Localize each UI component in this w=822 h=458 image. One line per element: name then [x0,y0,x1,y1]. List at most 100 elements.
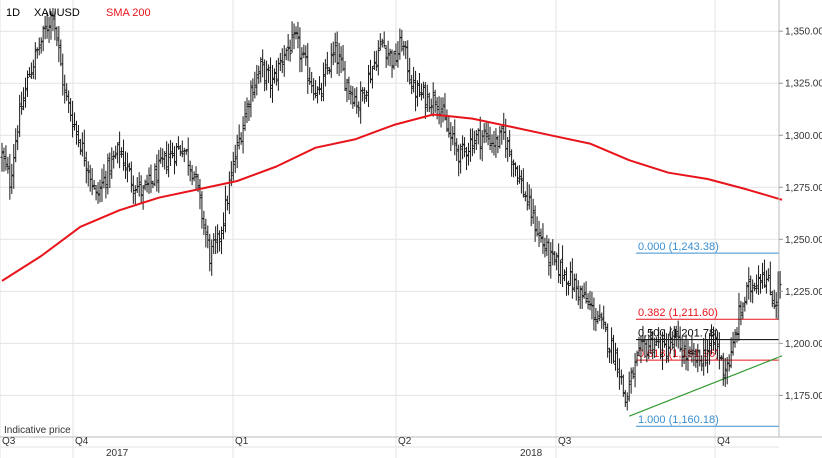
price-bar [4,145,8,171]
year-label-1: 2018 [520,448,543,458]
price-bar [37,37,41,56]
price-bar [298,27,302,73]
price-bar [666,333,670,363]
sma-200-layer [1,113,783,282]
price-bar [645,339,649,363]
price-bar [412,66,416,93]
price-bar [561,245,565,288]
price-bar [759,273,763,294]
price-bar [612,334,616,364]
price-bar [198,178,202,210]
timeframe-label: 1D [6,7,20,19]
price-bar [245,97,249,124]
price-bar [155,154,159,192]
price-bar [602,305,606,330]
price-bar [755,274,759,294]
price-bar [708,332,712,365]
price-tick-label-4: 1,275.000 [785,183,822,194]
price-bar [512,159,516,178]
price-bar [98,179,102,203]
price-bar [363,87,367,104]
price-bar [519,170,523,194]
price-bar [251,78,255,102]
price-bar [610,327,614,364]
price-bar [145,174,149,193]
price-bar [104,170,108,199]
fib-level-label-0.382: 0.382 (1,211.60) [638,307,718,319]
price-bar [690,335,694,363]
price-bar [282,45,286,77]
price-bar [368,59,372,84]
price-bar [498,126,502,149]
price-bar [370,65,374,89]
price-bar [525,181,529,211]
price-bar [380,38,384,48]
price-bar [157,149,161,193]
price-bar [523,191,527,202]
price-bar [169,139,173,167]
price-bar [549,242,553,279]
price-bar [437,96,441,125]
price-bar [141,185,145,210]
price-bar [678,326,682,352]
price-bar [404,41,408,60]
price-bar [84,151,88,184]
price-bar [745,282,749,305]
price-bar [737,292,741,341]
price-bar [300,47,304,73]
price-bar [514,162,518,177]
price-bar [739,300,743,326]
price-bar [563,269,567,282]
price-bar [566,280,570,296]
price-bar [249,80,253,118]
price-bar [478,116,482,160]
price-bar [662,329,666,348]
price-bar [421,81,425,99]
price-tick-label-3: 1,250.000 [785,235,822,246]
trendline-layer [628,355,783,417]
price-bar [319,82,323,102]
price-bar [71,100,75,138]
price-bar [306,43,310,94]
price-bar [6,156,10,174]
price-bar [396,41,400,68]
price-bar [270,64,274,103]
price-bar [392,50,396,70]
price-bar [178,145,182,157]
price-bar [657,327,661,349]
quarter-label-0: Q3 [2,436,16,447]
price-bar [692,343,696,367]
price-bar [592,297,596,331]
price-bar [327,66,331,75]
price-bar [25,70,29,97]
price-bar [400,29,404,52]
price-bar [441,97,445,123]
price-bar [267,64,271,84]
price-bar [333,32,337,63]
price-bar [713,329,717,355]
price-bar [339,46,343,73]
price-bar [214,226,218,255]
price-bar [102,164,106,189]
price-bar [774,292,778,319]
price-bar [453,119,457,156]
price-bar [580,285,584,309]
price-bar [449,122,453,152]
price-bar [653,337,657,358]
price-bar [188,160,192,182]
price-bar [423,82,427,119]
price-bar [182,147,186,163]
price-bar [194,166,198,191]
price-bar [419,83,423,101]
price-bar [559,259,563,285]
price-bar [394,43,398,67]
price-bar [361,87,365,102]
price-bar [762,259,766,288]
price-bar [123,151,127,179]
price-bar [257,65,261,84]
price-bar [2,147,6,172]
price-bar [92,179,96,190]
price-bar [14,128,18,163]
price-bar [543,237,547,258]
